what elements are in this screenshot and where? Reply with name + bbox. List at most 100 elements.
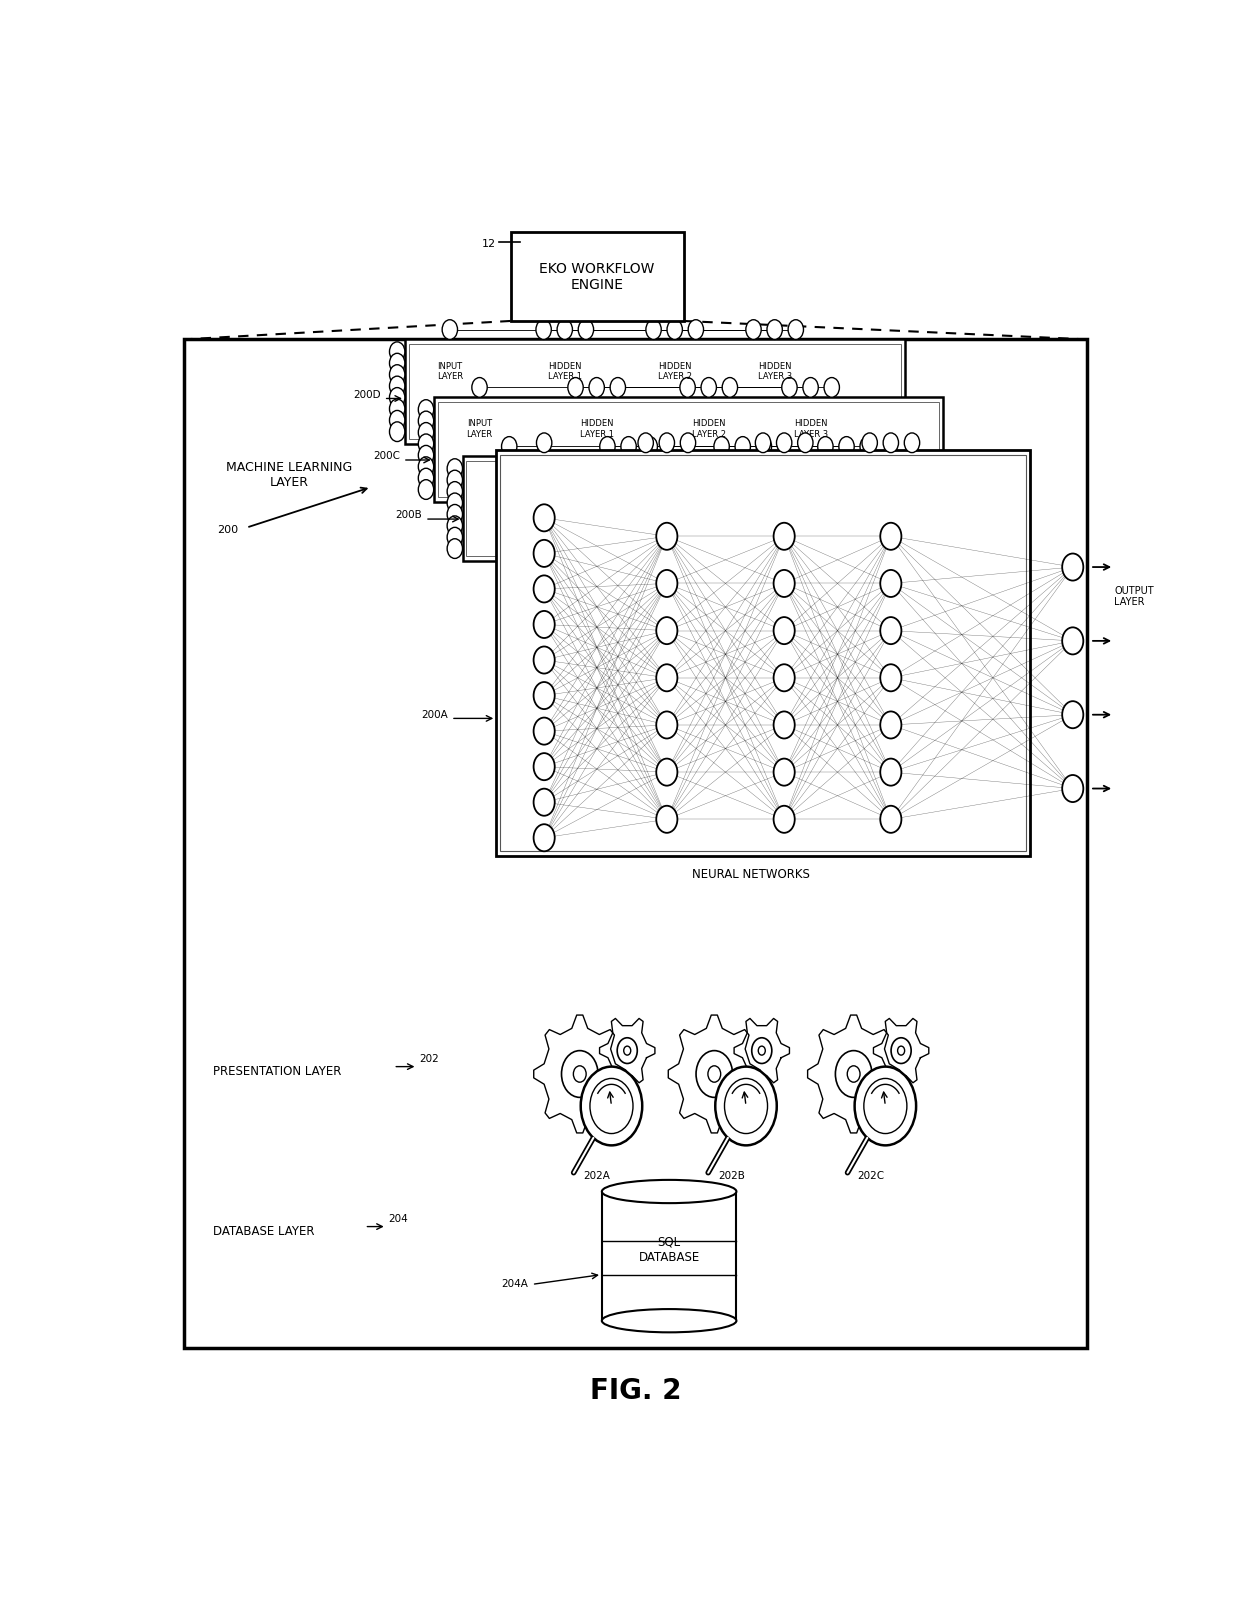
Circle shape xyxy=(774,570,795,598)
Circle shape xyxy=(639,433,653,452)
Circle shape xyxy=(708,1066,720,1082)
Circle shape xyxy=(600,436,615,457)
Circle shape xyxy=(533,647,554,673)
Circle shape xyxy=(880,523,901,550)
Circle shape xyxy=(533,610,554,638)
Circle shape xyxy=(448,516,463,535)
Circle shape xyxy=(533,682,554,710)
Circle shape xyxy=(418,435,434,454)
Text: HIDDEN
LAYER 3: HIDDEN LAYER 3 xyxy=(794,419,827,439)
Circle shape xyxy=(722,377,738,398)
Circle shape xyxy=(533,718,554,745)
Circle shape xyxy=(448,470,463,491)
Circle shape xyxy=(537,433,552,452)
Circle shape xyxy=(448,494,463,513)
Polygon shape xyxy=(600,1018,655,1083)
Circle shape xyxy=(817,436,833,457)
Circle shape xyxy=(1063,628,1084,655)
Circle shape xyxy=(573,1066,587,1082)
Bar xyxy=(184,339,1087,1349)
Text: HIDDEN
LAYER 1: HIDDEN LAYER 1 xyxy=(548,361,582,380)
Circle shape xyxy=(680,377,696,398)
Circle shape xyxy=(533,540,554,567)
Text: 200B: 200B xyxy=(396,510,422,521)
Circle shape xyxy=(624,1047,631,1055)
Text: 202A: 202A xyxy=(584,1171,610,1181)
Polygon shape xyxy=(533,1015,626,1133)
Circle shape xyxy=(768,320,782,339)
Circle shape xyxy=(533,825,554,852)
Circle shape xyxy=(418,446,434,465)
Circle shape xyxy=(789,320,804,339)
Circle shape xyxy=(443,320,458,339)
Circle shape xyxy=(774,523,795,550)
Circle shape xyxy=(825,377,839,398)
Text: HIDDEN
LAYER 3: HIDDEN LAYER 3 xyxy=(758,361,791,380)
Circle shape xyxy=(418,411,434,431)
Circle shape xyxy=(642,436,657,457)
Text: HIDDEN
LAYER 2: HIDDEN LAYER 2 xyxy=(763,473,805,494)
Ellipse shape xyxy=(601,1309,737,1333)
Circle shape xyxy=(774,617,795,644)
Circle shape xyxy=(590,1079,632,1133)
Text: HIDDEN
LAYER 1: HIDDEN LAYER 1 xyxy=(611,478,646,499)
Circle shape xyxy=(774,665,795,692)
Polygon shape xyxy=(807,1015,900,1133)
Circle shape xyxy=(667,320,682,339)
Circle shape xyxy=(448,505,463,524)
Text: NEURAL NETWORKS: NEURAL NETWORKS xyxy=(692,868,810,880)
Circle shape xyxy=(774,805,795,833)
Circle shape xyxy=(880,570,901,598)
Circle shape xyxy=(880,617,901,644)
Polygon shape xyxy=(734,1018,790,1083)
Circle shape xyxy=(568,377,583,398)
Circle shape xyxy=(448,459,463,478)
Circle shape xyxy=(448,481,463,502)
Circle shape xyxy=(580,1066,642,1146)
Circle shape xyxy=(861,436,875,457)
Circle shape xyxy=(880,665,901,692)
Circle shape xyxy=(389,388,404,407)
Circle shape xyxy=(804,377,818,398)
Text: 202: 202 xyxy=(419,1055,439,1064)
Text: DATABASE LAYER: DATABASE LAYER xyxy=(213,1226,314,1238)
Circle shape xyxy=(904,433,920,452)
Circle shape xyxy=(1063,775,1084,802)
Circle shape xyxy=(562,1050,598,1098)
Text: INPUT
LAYER: INPUT LAYER xyxy=(436,361,463,380)
Bar xyxy=(511,232,683,321)
Circle shape xyxy=(701,377,717,398)
Text: HIDDEN
LAYER 3: HIDDEN LAYER 3 xyxy=(869,473,911,494)
Circle shape xyxy=(418,457,434,476)
Circle shape xyxy=(646,320,661,339)
Circle shape xyxy=(389,411,404,430)
Circle shape xyxy=(448,539,463,558)
Circle shape xyxy=(774,711,795,738)
Circle shape xyxy=(862,433,878,452)
Text: 200C: 200C xyxy=(373,451,401,462)
Circle shape xyxy=(656,711,677,738)
Bar xyxy=(463,457,982,561)
Circle shape xyxy=(389,342,404,361)
Circle shape xyxy=(536,320,552,339)
Circle shape xyxy=(656,759,677,786)
Circle shape xyxy=(714,436,729,457)
Circle shape xyxy=(1063,553,1084,580)
Circle shape xyxy=(418,479,434,499)
Circle shape xyxy=(898,1047,905,1055)
Circle shape xyxy=(501,436,517,457)
Text: HIDDEN
LAYER 1: HIDDEN LAYER 1 xyxy=(579,419,614,439)
Circle shape xyxy=(781,377,797,398)
Circle shape xyxy=(589,377,604,398)
Circle shape xyxy=(864,1079,906,1133)
Circle shape xyxy=(755,433,771,452)
Circle shape xyxy=(774,759,795,786)
Text: HIDDEN
LAYER 1: HIDDEN LAYER 1 xyxy=(646,473,688,494)
Text: HIDDEN
LAYER 2: HIDDEN LAYER 2 xyxy=(692,419,725,439)
Circle shape xyxy=(854,1066,916,1146)
Circle shape xyxy=(745,320,761,339)
Circle shape xyxy=(880,805,901,833)
Circle shape xyxy=(1063,702,1084,729)
Circle shape xyxy=(797,433,813,452)
Circle shape xyxy=(715,1066,776,1146)
